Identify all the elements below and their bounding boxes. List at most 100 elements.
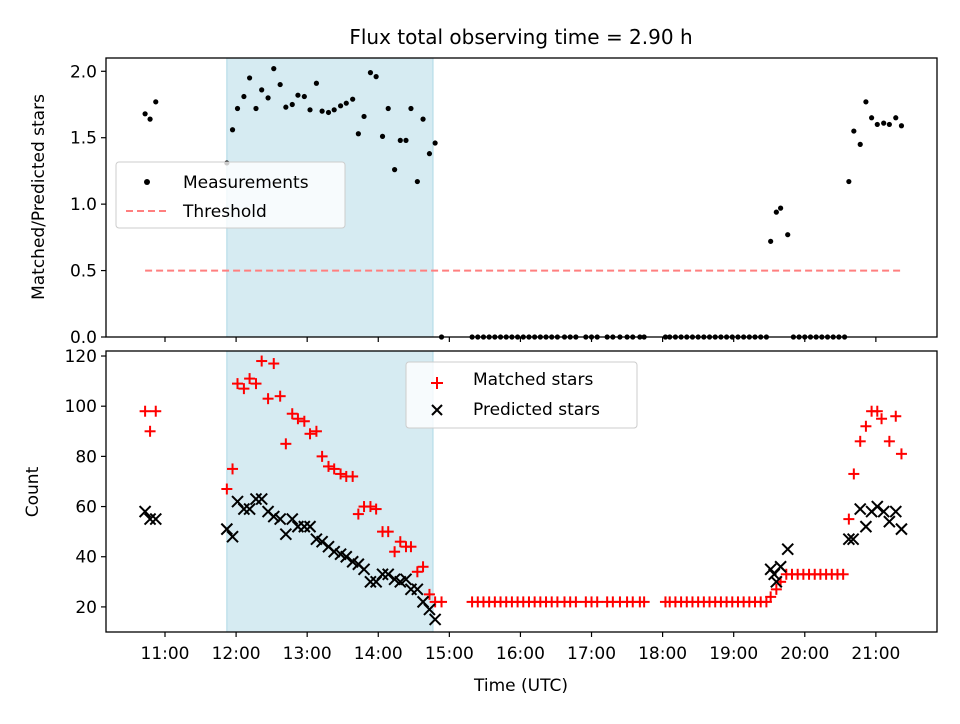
matched-star-marker	[848, 468, 860, 480]
measurement-point	[142, 111, 148, 117]
y-tick-label: 2.0	[70, 62, 97, 82]
bottom-panel: 20 40 60 80 100 120 11:00 12:00 13:00 14:00 15:00…	[23, 347, 938, 696]
matched-star-marker	[765, 591, 777, 603]
matched-star-marker	[280, 438, 292, 450]
measurement-point	[869, 115, 875, 121]
measurement-point	[350, 96, 356, 102]
matched-star-marker	[860, 420, 872, 432]
measurement-point	[259, 87, 265, 93]
matched-star-marker	[262, 393, 274, 405]
measurement-point	[313, 80, 320, 86]
measurement-point	[403, 137, 409, 143]
bottom-x-ticks: 11:00 12:00 13:00 14:00 15:00 16:00 17:00 18:00…	[141, 632, 900, 664]
matched-star-marker	[347, 470, 359, 482]
predicted-star-marker	[303, 520, 317, 533]
measurement-point	[408, 105, 414, 112]
predicted-star-marker	[854, 502, 867, 516]
predicted-star-marker	[859, 520, 873, 533]
measurement-point	[307, 107, 313, 113]
matched-star-marker	[316, 450, 328, 462]
measurement-point	[283, 104, 289, 110]
matched-star-marker	[227, 463, 239, 475]
matched-star-marker	[256, 355, 268, 367]
y-tick-label: 1.0	[70, 195, 97, 215]
predicted-star-marker	[774, 560, 787, 573]
measurement-point	[325, 109, 332, 116]
measurement-point	[361, 113, 367, 120]
predicted-star-marker	[877, 505, 890, 518]
x-tick-label: 15:00	[425, 644, 474, 664]
matched-star-marker	[364, 501, 376, 513]
matched-star-marker	[304, 428, 316, 440]
measurement-point	[778, 205, 784, 211]
measurement-point	[277, 81, 283, 88]
x-tick-label: 18:00	[638, 644, 687, 664]
measurement-point	[857, 141, 863, 147]
matched-star-marker	[250, 378, 262, 390]
matched-star-marker	[389, 546, 401, 558]
matched-star-marker	[837, 568, 849, 580]
bottom-legend: Matched stars Predicted stars	[405, 361, 638, 429]
measurement-point	[851, 128, 857, 134]
measurement-point	[397, 137, 403, 143]
matched-star-marker	[854, 435, 866, 447]
measurement-point	[271, 66, 277, 72]
legend-threshold-label: Threshold	[182, 202, 267, 222]
measurement-point	[392, 167, 398, 173]
measurement-point	[768, 238, 774, 244]
matched-star-marker	[274, 390, 286, 402]
measurement-point	[301, 93, 307, 100]
predicted-star-marker	[220, 522, 234, 536]
measurement-point	[355, 131, 361, 137]
predicted-star-marker	[770, 575, 783, 589]
predicted-star-marker	[237, 502, 251, 516]
measurement-point	[234, 105, 241, 112]
matched-star-marker	[286, 408, 298, 420]
x-tick-label: 13:00	[283, 644, 332, 664]
y-tick-label: 20	[75, 598, 97, 618]
measurement-point	[246, 75, 253, 81]
x-tick-label: 11:00	[141, 644, 190, 664]
shaded-span-rect	[226, 350, 434, 633]
matched-star-marker	[843, 513, 855, 525]
legend-predicted-label: Predicted stars	[473, 400, 600, 420]
y-tick-label: 1.5	[70, 129, 97, 149]
matched-star-marker	[770, 583, 782, 595]
y-tick-label: 80	[75, 447, 97, 467]
y-tick-label: 40	[75, 548, 97, 568]
matched-star-marker	[310, 425, 322, 437]
measurement-point	[785, 232, 791, 238]
predicted-star-marker	[149, 512, 162, 526]
matched-star-marker	[436, 596, 448, 608]
matched-star-marker	[335, 468, 347, 480]
top-measurement-points	[142, 66, 905, 340]
predicted-star-marker	[895, 522, 908, 536]
measurement-point	[241, 93, 247, 100]
matched-star-marker	[328, 463, 340, 475]
predicted-star-marker	[411, 583, 424, 596]
predicted-star-marker	[249, 492, 263, 506]
matched-star-marker	[394, 536, 406, 548]
measurement-point	[343, 100, 349, 106]
measurement-point	[373, 74, 379, 80]
bottom-shaded-span	[226, 350, 434, 633]
predicted-star-marker	[428, 613, 442, 626]
measurement-point	[289, 101, 295, 108]
matched-star-marker	[876, 413, 888, 425]
predicted-star-marker	[243, 502, 256, 516]
x-tick-label: 14:00	[354, 644, 403, 664]
matched-star-marker	[883, 435, 895, 447]
predicted-star-marker	[357, 563, 371, 576]
matched-star-marker	[298, 415, 310, 427]
x-tick-label: 12:00	[212, 644, 261, 664]
legend-matched-label: Matched stars	[473, 370, 593, 390]
measurement-point	[367, 70, 374, 76]
legend-measurements-label: Measurements	[183, 173, 309, 193]
predicted-star-marker	[279, 527, 293, 541]
measurement-point	[147, 116, 153, 122]
measurement-point	[886, 121, 892, 128]
measurement-point	[898, 123, 905, 129]
matched-star-marker	[150, 405, 162, 417]
predicted-star-marker	[273, 512, 287, 526]
y-tick-label: 100	[65, 397, 97, 417]
